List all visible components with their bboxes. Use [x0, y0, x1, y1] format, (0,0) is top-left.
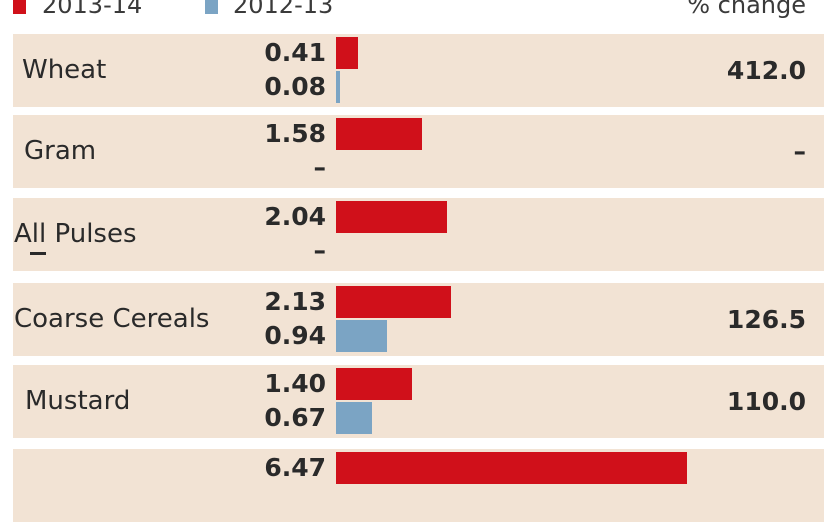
pct-change-header: % change: [687, 0, 806, 19]
row-background: [13, 34, 824, 107]
row-background: [13, 365, 824, 438]
legend-label-2012-13: 2012-13: [233, 0, 334, 19]
value-label-2012-13: 0.67: [264, 403, 326, 432]
value-label-2012-13: –: [313, 236, 327, 265]
bar-2013-14: [336, 37, 358, 69]
bar-2012-13: [336, 320, 387, 352]
bar-2013-14: [336, 368, 412, 400]
bar-2013-14: [336, 286, 451, 318]
legend-label-2013-14: 2013-14: [42, 0, 143, 19]
legend-swatch-2013-14: [13, 0, 26, 14]
bar-2013-14: [336, 201, 447, 233]
dash-mark: [30, 252, 46, 255]
value-label-2013-14: 6.47: [264, 453, 326, 482]
category-label: Gram: [24, 136, 97, 166]
value-label-2012-13: 0.08: [264, 72, 326, 101]
pct-change-value: 412.0: [726, 56, 806, 85]
value-label-2012-13: 0.94: [264, 321, 326, 350]
category-label: Wheat: [22, 55, 107, 85]
legend-swatch-2012-13: [205, 0, 218, 14]
value-label-2013-14: 2.13: [264, 287, 326, 316]
pct-change-value: –: [793, 137, 807, 166]
bar-2013-14: [336, 118, 422, 150]
pct-change-value: 126.5: [726, 305, 806, 334]
pct-change-value: 110.0: [726, 387, 806, 416]
category-label: Mustard: [25, 386, 131, 416]
value-label-2013-14: 0.41: [264, 38, 326, 67]
value-label-2013-14: 2.04: [264, 202, 326, 231]
category-label: Coarse Cereals: [14, 304, 210, 334]
category-label: All Pulses: [14, 219, 137, 249]
bar-2012-13: [336, 71, 340, 103]
value-label-2012-13: –: [313, 153, 327, 182]
value-label-2013-14: 1.40: [264, 369, 326, 398]
bar-2013-14: [336, 452, 687, 484]
value-label-2013-14: 1.58: [264, 119, 326, 148]
bar-2012-13: [336, 402, 372, 434]
